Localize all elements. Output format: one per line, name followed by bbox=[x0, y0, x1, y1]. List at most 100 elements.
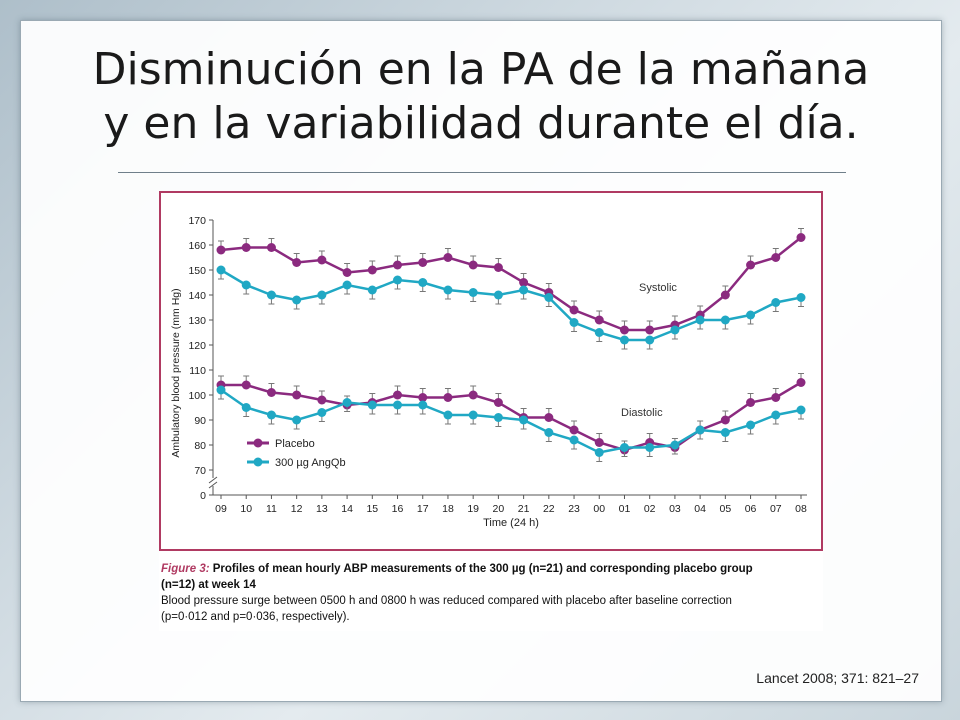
x-tick-label: 07 bbox=[770, 503, 782, 515]
data-point-systolic-angqb bbox=[468, 288, 478, 297]
data-point-systolic-angqb bbox=[720, 315, 730, 325]
slide-title-line2: y en la variabilidad durante el día. bbox=[103, 98, 859, 149]
x-axis-label: Time (24 h) bbox=[483, 517, 539, 529]
data-point-systolic-angqb bbox=[519, 285, 529, 295]
data-point-systolic-placebo bbox=[241, 243, 251, 252]
x-tick-label: 00 bbox=[593, 503, 605, 515]
x-tick-label: 02 bbox=[644, 503, 656, 515]
annotation-systolic: Systolic bbox=[639, 282, 677, 294]
data-point-systolic-placebo bbox=[468, 260, 478, 270]
data-point-systolic-placebo bbox=[367, 265, 377, 275]
data-point-diastolic-placebo bbox=[493, 398, 503, 407]
slide: Disminución en la PA de la mañana y en l… bbox=[20, 20, 942, 702]
data-point-diastolic-angqb bbox=[493, 413, 503, 422]
data-point-systolic-placebo bbox=[771, 253, 781, 262]
title-divider bbox=[118, 172, 846, 173]
data-point-diastolic-angqb bbox=[266, 410, 276, 420]
data-point-systolic-placebo bbox=[342, 268, 352, 277]
x-tick-label: 08 bbox=[795, 503, 807, 515]
y-tick-label: 90 bbox=[194, 415, 206, 427]
data-point-systolic-angqb bbox=[443, 285, 453, 295]
y-tick-label: 100 bbox=[188, 390, 206, 402]
data-point-systolic-angqb bbox=[266, 290, 276, 300]
x-tick-label: 12 bbox=[291, 503, 303, 515]
data-point-diastolic-angqb bbox=[468, 410, 478, 420]
data-point-systolic-angqb bbox=[619, 335, 629, 345]
data-point-diastolic-angqb bbox=[393, 400, 403, 410]
data-point-diastolic-angqb bbox=[241, 403, 251, 412]
legend-label-angqb: 300 µg AngQb bbox=[275, 457, 346, 469]
caption-title-continued: (n=12) at week 14 bbox=[161, 579, 256, 591]
x-tick-label: 13 bbox=[316, 503, 328, 515]
y-axis-label: Ambulatory blood pressure (mm Hg) bbox=[170, 288, 182, 457]
y-tick-label: 170 bbox=[188, 215, 206, 227]
data-point-systolic-angqb bbox=[544, 293, 554, 302]
data-point-systolic-angqb bbox=[493, 290, 503, 300]
data-point-systolic-angqb bbox=[367, 285, 377, 295]
data-point-diastolic-placebo bbox=[771, 393, 781, 402]
data-point-systolic-placebo bbox=[493, 263, 503, 272]
data-point-diastolic-placebo bbox=[292, 390, 302, 400]
data-point-systolic-placebo bbox=[720, 290, 730, 300]
data-point-systolic-angqb bbox=[796, 293, 806, 302]
data-point-systolic-angqb bbox=[594, 328, 604, 337]
x-tick-label: 03 bbox=[669, 503, 681, 515]
data-point-systolic-angqb bbox=[418, 278, 428, 287]
data-point-diastolic-angqb bbox=[569, 435, 579, 445]
data-point-diastolic-angqb bbox=[619, 443, 629, 452]
data-point-diastolic-placebo bbox=[746, 398, 756, 407]
data-point-systolic-angqb bbox=[771, 298, 781, 307]
data-point-diastolic-angqb bbox=[342, 398, 352, 407]
x-tick-label: 23 bbox=[568, 503, 580, 515]
data-point-diastolic-placebo bbox=[418, 393, 428, 402]
data-point-diastolic-angqb bbox=[695, 425, 705, 435]
x-tick-label: 14 bbox=[341, 503, 353, 515]
data-point-diastolic-angqb bbox=[670, 440, 680, 450]
data-point-systolic-angqb bbox=[670, 325, 680, 335]
data-point-systolic-angqb bbox=[342, 280, 352, 290]
series-line-systolic-placebo bbox=[220, 236, 802, 332]
data-point-systolic-placebo bbox=[519, 278, 529, 287]
caption-figure-label: Figure 3: bbox=[161, 563, 210, 575]
y-tick-label: 80 bbox=[194, 440, 206, 452]
data-point-diastolic-angqb bbox=[796, 405, 806, 415]
y-tick-label: 120 bbox=[188, 340, 206, 352]
data-point-diastolic-angqb bbox=[645, 443, 655, 452]
data-point-systolic-angqb bbox=[746, 310, 756, 320]
y-tick-label: 150 bbox=[188, 265, 206, 277]
y-tick-label: 140 bbox=[188, 290, 206, 302]
x-tick-label: 09 bbox=[215, 503, 227, 515]
data-point-diastolic-placebo bbox=[468, 390, 478, 400]
legend-marker-angqb bbox=[253, 457, 263, 467]
y-tick-label: 0 bbox=[200, 490, 206, 502]
x-tick-label: 21 bbox=[518, 503, 530, 515]
data-point-diastolic-angqb bbox=[292, 415, 302, 425]
data-point-diastolic-angqb bbox=[544, 428, 554, 437]
caption-text-line1: Blood pressure surge between 0500 h and … bbox=[161, 595, 732, 607]
x-tick-label: 22 bbox=[543, 503, 555, 515]
data-point-diastolic-angqb bbox=[216, 385, 226, 395]
y-tick-label: 110 bbox=[189, 365, 206, 377]
data-point-diastolic-angqb bbox=[594, 448, 604, 457]
data-point-diastolic-placebo bbox=[720, 415, 730, 425]
legend-marker-placebo bbox=[253, 438, 263, 448]
x-tick-label: 20 bbox=[493, 503, 505, 515]
data-point-systolic-angqb bbox=[317, 290, 327, 300]
data-point-diastolic-angqb bbox=[720, 428, 730, 437]
data-point-diastolic-angqb bbox=[317, 408, 327, 417]
data-point-systolic-placebo bbox=[292, 258, 302, 267]
figure: 170 160 150 140 130 120 110 100 90 80 70 0 09 10 11 12 1… bbox=[159, 191, 823, 631]
x-tick-label: 16 bbox=[392, 503, 404, 515]
data-point-systolic-placebo bbox=[418, 258, 428, 267]
x-tick-label: 19 bbox=[467, 503, 479, 515]
data-point-systolic-placebo bbox=[216, 245, 226, 255]
figure-caption: Figure 3: Profiles of mean hourly ABP me… bbox=[161, 561, 821, 625]
slide-title-line1: Disminución en la PA de la mañana bbox=[92, 44, 870, 95]
data-point-diastolic-angqb bbox=[771, 410, 781, 420]
data-point-diastolic-placebo bbox=[569, 425, 579, 435]
legend: Placebo 300 µg AngQb bbox=[247, 438, 346, 469]
chart-frame: 170 160 150 140 130 120 110 100 90 80 70 0 09 10 11 12 1… bbox=[159, 191, 823, 551]
series-diastolic-angqb bbox=[216, 385, 806, 462]
data-point-systolic-placebo bbox=[317, 255, 327, 265]
data-point-systolic-placebo bbox=[266, 243, 276, 252]
